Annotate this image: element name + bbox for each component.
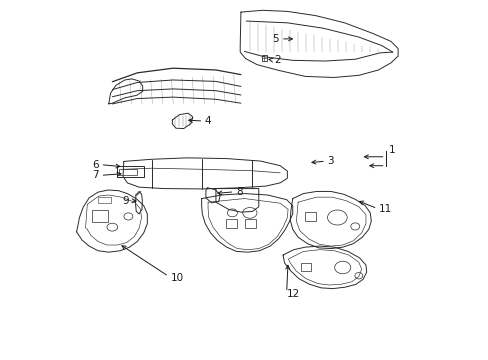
Text: 7: 7 xyxy=(92,170,99,180)
Text: 8: 8 xyxy=(235,187,242,197)
Text: 6: 6 xyxy=(92,159,99,170)
Bar xyxy=(304,212,315,221)
Text: 1: 1 xyxy=(388,145,395,155)
Bar xyxy=(244,219,255,228)
Text: 4: 4 xyxy=(204,116,211,126)
Bar xyxy=(91,210,107,222)
Text: 10: 10 xyxy=(170,273,183,283)
Text: 9: 9 xyxy=(122,196,129,206)
Text: 3: 3 xyxy=(326,156,333,166)
Bar xyxy=(119,168,136,175)
Bar xyxy=(300,263,310,271)
Bar xyxy=(225,219,236,228)
Text: 11: 11 xyxy=(378,203,391,213)
Text: 2: 2 xyxy=(273,55,280,65)
Bar xyxy=(98,197,110,203)
Text: 5: 5 xyxy=(272,34,279,44)
Text: 12: 12 xyxy=(286,289,299,299)
Bar xyxy=(261,55,266,61)
